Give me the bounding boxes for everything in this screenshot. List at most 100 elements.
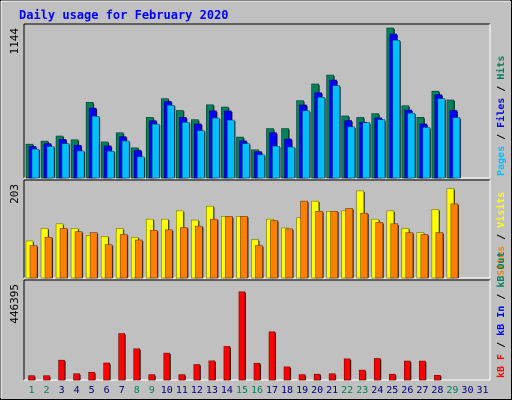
- x-tick-label: 27: [416, 385, 428, 396]
- x-tick-label: 22: [341, 385, 353, 396]
- bar-sites-day-28: [435, 232, 444, 279]
- x-tick-label: 3: [59, 385, 65, 396]
- bar-sites-day-24: [375, 222, 384, 279]
- chart-title: Daily usage for February 2020: [19, 8, 229, 22]
- panel-hits-files-pages: 1144 Pages / Files / Hits: [8, 23, 507, 179]
- legend-entry: /: [496, 336, 507, 354]
- x-tick-label: 28: [431, 385, 443, 396]
- x-tick-label: 24: [371, 385, 383, 396]
- bar-pages-day-16: [257, 154, 265, 179]
- x-tick-label: 18: [281, 385, 293, 396]
- bar-kbytes-day-7: [118, 333, 126, 381]
- x-tick-label: 17: [266, 385, 278, 396]
- chart-panels: 1144 Pages / Files / Hits 203 Sites / Visit…: [8, 23, 507, 381]
- bar-pages-day-25: [392, 40, 401, 179]
- bar-pages-day-15: [242, 143, 250, 179]
- bar-kbytes-day-4: [73, 373, 80, 381]
- bar-kbytes-day-25: [388, 373, 396, 381]
- bar-kbytes-day-11: [178, 374, 186, 381]
- bar-kbytes-day-14: [223, 346, 231, 381]
- legend-entry: Visits: [495, 192, 507, 228]
- legend-entry: kB Out: [496, 252, 507, 288]
- bar-sites-day-2: [44, 236, 53, 279]
- bar-kbytes-day-21: [328, 373, 336, 381]
- x-tick-label: 7: [119, 385, 125, 396]
- x-tick-label: 21: [326, 385, 338, 396]
- bar-sites-day-3: [59, 228, 68, 279]
- bar-pages-day-8: [136, 156, 145, 179]
- bar-pages-day-5: [91, 116, 100, 179]
- panel-kbytes: 446395 kB F / kB In / kB Out: [8, 252, 507, 381]
- bar-kbytes-day-10: [163, 352, 171, 381]
- y-axis-max-label: 1144: [8, 28, 21, 55]
- x-tick-label: 1: [29, 385, 35, 396]
- x-tick-label: 20: [311, 385, 323, 396]
- x-tick-label: 26: [401, 385, 413, 396]
- panel-legend: Sites / Visits: [495, 192, 507, 276]
- bar-pages-day-26: [407, 112, 416, 179]
- bar-kbytes-day-6: [103, 362, 110, 381]
- x-tick-label: 15: [236, 385, 248, 396]
- bar-pages-day-27: [422, 127, 431, 179]
- bar-kbytes-day-18: [283, 366, 291, 381]
- panel-legend: Pages / Files / Hits: [495, 56, 507, 176]
- y-axis-max-label: 203: [8, 184, 21, 204]
- legend-entry: kB F: [496, 354, 507, 378]
- bar-sites-day-11: [180, 227, 188, 279]
- bar-pages-day-6: [106, 150, 115, 179]
- bar-sites-day-5: [89, 232, 98, 279]
- bar-sites-day-15: [240, 216, 248, 279]
- x-tick-label: 25: [386, 385, 398, 396]
- x-tick-label: 29: [446, 385, 458, 396]
- bar-kbytes-day-17: [268, 331, 276, 381]
- bar-sites-day-27: [420, 234, 429, 279]
- legend-entry: /: [496, 228, 507, 246]
- x-tick-label: 11: [176, 385, 188, 396]
- x-tick-label: 8: [134, 385, 140, 396]
- x-tick-label: 9: [149, 385, 155, 396]
- bar-sites-day-13: [210, 218, 218, 279]
- bar-pages-day-3: [61, 143, 70, 179]
- bar-pages-day-19: [302, 110, 310, 179]
- x-axis-day-labels: 1 2 3 4 5 6 7 8 9 10 11 12 13 14 15 16 17 18 19 20 21 22 23 24 2…: [29, 385, 489, 396]
- bar-pages-day-1: [31, 148, 40, 179]
- x-tick-label: 2: [44, 385, 50, 396]
- x-tick-label: 30: [461, 385, 473, 396]
- bar-kbytes-day-19: [298, 374, 306, 381]
- bar-sites-day-16: [255, 245, 263, 279]
- bar-sites-day-1: [29, 245, 38, 279]
- x-tick-label: 5: [89, 385, 95, 396]
- legend-entry: /: [496, 80, 507, 98]
- bar-kbytes-day-8: [133, 348, 141, 381]
- bar-pages-day-14: [227, 119, 235, 179]
- bar-sites-day-12: [195, 225, 203, 279]
- x-tick-label: 31: [476, 385, 488, 396]
- x-tick-label: 14: [221, 385, 233, 396]
- bar-pages-day-10: [166, 105, 175, 179]
- legend-entry: Hits: [495, 56, 507, 80]
- bar-kbytes-day-27: [419, 360, 426, 381]
- bar-kbytes-day-5: [88, 371, 95, 381]
- x-tick-label: 19: [296, 385, 308, 396]
- bar-kbytes-day-15: [238, 291, 246, 381]
- bar-sites-day-23: [360, 212, 369, 279]
- bar-pages-day-2: [46, 146, 55, 179]
- bar-sites-day-29: [450, 203, 459, 279]
- bar-sites-day-21: [330, 211, 338, 279]
- bar-sites-day-22: [345, 208, 353, 279]
- bar-sites-day-17: [270, 220, 278, 279]
- panel-visits-sites: 203 Sites / Visits: [8, 179, 507, 279]
- bar-pages-day-22: [347, 126, 355, 179]
- bar-pages-day-13: [212, 117, 220, 179]
- bar-pages-day-18: [287, 146, 295, 179]
- legend-entry: Pages: [496, 146, 507, 176]
- panel-legend: kB F / kB In / kB Out: [496, 252, 507, 378]
- bar-sites-day-4: [74, 231, 83, 279]
- x-tick-label: 13: [206, 385, 218, 396]
- bar-kbytes-day-16: [253, 362, 261, 381]
- bar-sites-day-14: [225, 216, 233, 279]
- bar-kbytes-day-28: [434, 374, 441, 381]
- bar-sites-day-7: [119, 234, 128, 279]
- bar-pages-day-20: [317, 97, 325, 179]
- bar-sites-day-8: [134, 239, 143, 279]
